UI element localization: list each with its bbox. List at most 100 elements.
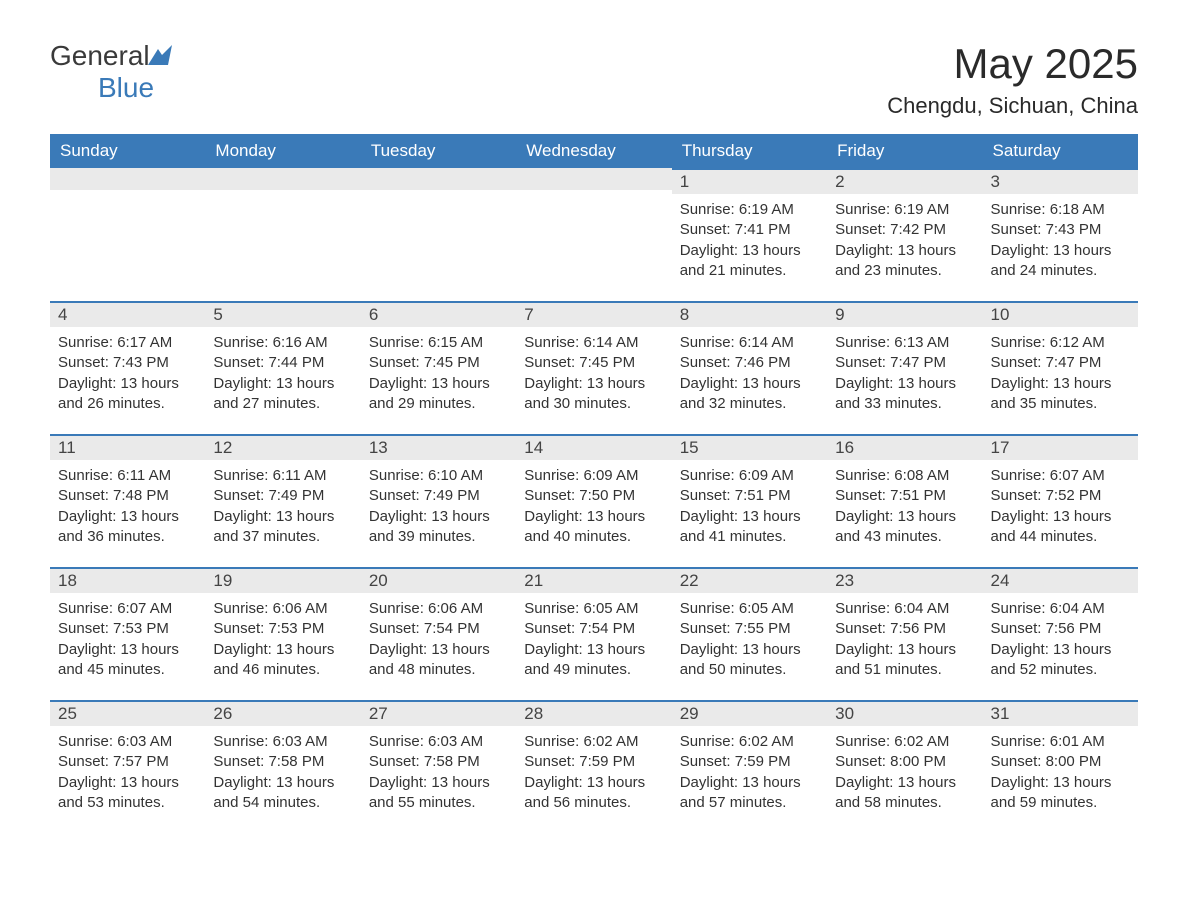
day-cell: 1Sunrise: 6:19 AMSunset: 7:41 PMDaylight… bbox=[672, 168, 827, 301]
daylight-line: Daylight: 13 hours and 24 minutes. bbox=[991, 241, 1130, 282]
day-cell: 22Sunrise: 6:05 AMSunset: 7:55 PMDayligh… bbox=[672, 567, 827, 700]
day-number: 19 bbox=[205, 567, 360, 593]
day-number: 12 bbox=[205, 434, 360, 460]
week-row: 25Sunrise: 6:03 AMSunset: 7:57 PMDayligh… bbox=[50, 700, 1138, 833]
day-details: Sunrise: 6:19 AMSunset: 7:42 PMDaylight:… bbox=[827, 194, 982, 281]
sunset-line: Sunset: 7:42 PM bbox=[835, 220, 974, 240]
day-number: 4 bbox=[50, 301, 205, 327]
sunset-line: Sunset: 7:47 PM bbox=[991, 353, 1130, 373]
day-number: 17 bbox=[983, 434, 1138, 460]
sunrise-line: Sunrise: 6:05 AM bbox=[680, 599, 819, 619]
day-details: Sunrise: 6:03 AMSunset: 7:58 PMDaylight:… bbox=[205, 726, 360, 813]
day-cell: 16Sunrise: 6:08 AMSunset: 7:51 PMDayligh… bbox=[827, 434, 982, 567]
sunrise-line: Sunrise: 6:01 AM bbox=[991, 732, 1130, 752]
day-number: 3 bbox=[983, 168, 1138, 194]
day-number: 8 bbox=[672, 301, 827, 327]
day-details: Sunrise: 6:10 AMSunset: 7:49 PMDaylight:… bbox=[361, 460, 516, 547]
daylight-line: Daylight: 13 hours and 21 minutes. bbox=[680, 241, 819, 282]
day-details: Sunrise: 6:14 AMSunset: 7:46 PMDaylight:… bbox=[672, 327, 827, 414]
brand-name-part2: Blue bbox=[98, 72, 154, 103]
week-row: 11Sunrise: 6:11 AMSunset: 7:48 PMDayligh… bbox=[50, 434, 1138, 567]
daylight-line: Daylight: 13 hours and 55 minutes. bbox=[369, 773, 508, 814]
sunset-line: Sunset: 7:58 PM bbox=[369, 752, 508, 772]
day-cell: 26Sunrise: 6:03 AMSunset: 7:58 PMDayligh… bbox=[205, 700, 360, 833]
day-cell: 28Sunrise: 6:02 AMSunset: 7:59 PMDayligh… bbox=[516, 700, 671, 833]
sunrise-line: Sunrise: 6:02 AM bbox=[680, 732, 819, 752]
day-header-monday: Monday bbox=[205, 134, 360, 168]
sunrise-line: Sunrise: 6:06 AM bbox=[213, 599, 352, 619]
sunset-line: Sunset: 7:46 PM bbox=[680, 353, 819, 373]
daylight-line: Daylight: 13 hours and 59 minutes. bbox=[991, 773, 1130, 814]
day-cell: 23Sunrise: 6:04 AMSunset: 7:56 PMDayligh… bbox=[827, 567, 982, 700]
daylight-line: Daylight: 13 hours and 29 minutes. bbox=[369, 374, 508, 415]
day-details: Sunrise: 6:07 AMSunset: 7:52 PMDaylight:… bbox=[983, 460, 1138, 547]
day-number: 30 bbox=[827, 700, 982, 726]
sunrise-line: Sunrise: 6:14 AM bbox=[524, 333, 663, 353]
day-header-friday: Friday bbox=[827, 134, 982, 168]
sunset-line: Sunset: 8:00 PM bbox=[991, 752, 1130, 772]
day-cell: 6Sunrise: 6:15 AMSunset: 7:45 PMDaylight… bbox=[361, 301, 516, 434]
day-cell: 29Sunrise: 6:02 AMSunset: 7:59 PMDayligh… bbox=[672, 700, 827, 833]
day-number: 21 bbox=[516, 567, 671, 593]
empty-day-bar bbox=[516, 168, 671, 190]
day-cell: 15Sunrise: 6:09 AMSunset: 7:51 PMDayligh… bbox=[672, 434, 827, 567]
daylight-line: Daylight: 13 hours and 35 minutes. bbox=[991, 374, 1130, 415]
day-number: 31 bbox=[983, 700, 1138, 726]
day-cell: 20Sunrise: 6:06 AMSunset: 7:54 PMDayligh… bbox=[361, 567, 516, 700]
day-details: Sunrise: 6:01 AMSunset: 8:00 PMDaylight:… bbox=[983, 726, 1138, 813]
sunrise-line: Sunrise: 6:07 AM bbox=[58, 599, 197, 619]
day-number: 26 bbox=[205, 700, 360, 726]
day-cell: 8Sunrise: 6:14 AMSunset: 7:46 PMDaylight… bbox=[672, 301, 827, 434]
day-cell bbox=[50, 168, 205, 301]
day-number: 20 bbox=[361, 567, 516, 593]
daylight-line: Daylight: 13 hours and 48 minutes. bbox=[369, 640, 508, 681]
day-details: Sunrise: 6:17 AMSunset: 7:43 PMDaylight:… bbox=[50, 327, 205, 414]
brand-logo: GeneralBlue bbox=[50, 40, 172, 104]
sunset-line: Sunset: 7:51 PM bbox=[835, 486, 974, 506]
daylight-line: Daylight: 13 hours and 37 minutes. bbox=[213, 507, 352, 548]
sunset-line: Sunset: 7:57 PM bbox=[58, 752, 197, 772]
week-row: 1Sunrise: 6:19 AMSunset: 7:41 PMDaylight… bbox=[50, 168, 1138, 301]
day-number: 10 bbox=[983, 301, 1138, 327]
sunrise-line: Sunrise: 6:16 AM bbox=[213, 333, 352, 353]
day-cell: 14Sunrise: 6:09 AMSunset: 7:50 PMDayligh… bbox=[516, 434, 671, 567]
daylight-line: Daylight: 13 hours and 43 minutes. bbox=[835, 507, 974, 548]
sunset-line: Sunset: 7:45 PM bbox=[524, 353, 663, 373]
sunrise-line: Sunrise: 6:09 AM bbox=[524, 466, 663, 486]
day-cell: 25Sunrise: 6:03 AMSunset: 7:57 PMDayligh… bbox=[50, 700, 205, 833]
day-details: Sunrise: 6:15 AMSunset: 7:45 PMDaylight:… bbox=[361, 327, 516, 414]
sunrise-line: Sunrise: 6:12 AM bbox=[991, 333, 1130, 353]
sunset-line: Sunset: 7:53 PM bbox=[213, 619, 352, 639]
day-cell bbox=[205, 168, 360, 301]
day-details: Sunrise: 6:14 AMSunset: 7:45 PMDaylight:… bbox=[516, 327, 671, 414]
day-details: Sunrise: 6:11 AMSunset: 7:49 PMDaylight:… bbox=[205, 460, 360, 547]
day-cell: 21Sunrise: 6:05 AMSunset: 7:54 PMDayligh… bbox=[516, 567, 671, 700]
sunset-line: Sunset: 7:48 PM bbox=[58, 486, 197, 506]
day-number: 27 bbox=[361, 700, 516, 726]
calendar-body: 1Sunrise: 6:19 AMSunset: 7:41 PMDaylight… bbox=[50, 168, 1138, 833]
day-number: 18 bbox=[50, 567, 205, 593]
sunset-line: Sunset: 7:52 PM bbox=[991, 486, 1130, 506]
sunrise-line: Sunrise: 6:19 AM bbox=[680, 200, 819, 220]
day-details: Sunrise: 6:02 AMSunset: 7:59 PMDaylight:… bbox=[516, 726, 671, 813]
day-cell: 2Sunrise: 6:19 AMSunset: 7:42 PMDaylight… bbox=[827, 168, 982, 301]
daylight-line: Daylight: 13 hours and 26 minutes. bbox=[58, 374, 197, 415]
page-header: GeneralBlue May 2025 Chengdu, Sichuan, C… bbox=[50, 40, 1138, 119]
daylight-line: Daylight: 13 hours and 50 minutes. bbox=[680, 640, 819, 681]
day-cell: 27Sunrise: 6:03 AMSunset: 7:58 PMDayligh… bbox=[361, 700, 516, 833]
sunset-line: Sunset: 7:58 PM bbox=[213, 752, 352, 772]
sunrise-line: Sunrise: 6:15 AM bbox=[369, 333, 508, 353]
day-details: Sunrise: 6:04 AMSunset: 7:56 PMDaylight:… bbox=[827, 593, 982, 680]
day-details: Sunrise: 6:12 AMSunset: 7:47 PMDaylight:… bbox=[983, 327, 1138, 414]
day-cell: 31Sunrise: 6:01 AMSunset: 8:00 PMDayligh… bbox=[983, 700, 1138, 833]
day-cell: 24Sunrise: 6:04 AMSunset: 7:56 PMDayligh… bbox=[983, 567, 1138, 700]
sunrise-line: Sunrise: 6:11 AM bbox=[213, 466, 352, 486]
daylight-line: Daylight: 13 hours and 39 minutes. bbox=[369, 507, 508, 548]
day-number: 25 bbox=[50, 700, 205, 726]
empty-day-bar bbox=[50, 168, 205, 190]
day-cell: 17Sunrise: 6:07 AMSunset: 7:52 PMDayligh… bbox=[983, 434, 1138, 567]
sunrise-line: Sunrise: 6:02 AM bbox=[835, 732, 974, 752]
sunrise-line: Sunrise: 6:11 AM bbox=[58, 466, 197, 486]
day-cell: 18Sunrise: 6:07 AMSunset: 7:53 PMDayligh… bbox=[50, 567, 205, 700]
empty-day-bar bbox=[361, 168, 516, 190]
